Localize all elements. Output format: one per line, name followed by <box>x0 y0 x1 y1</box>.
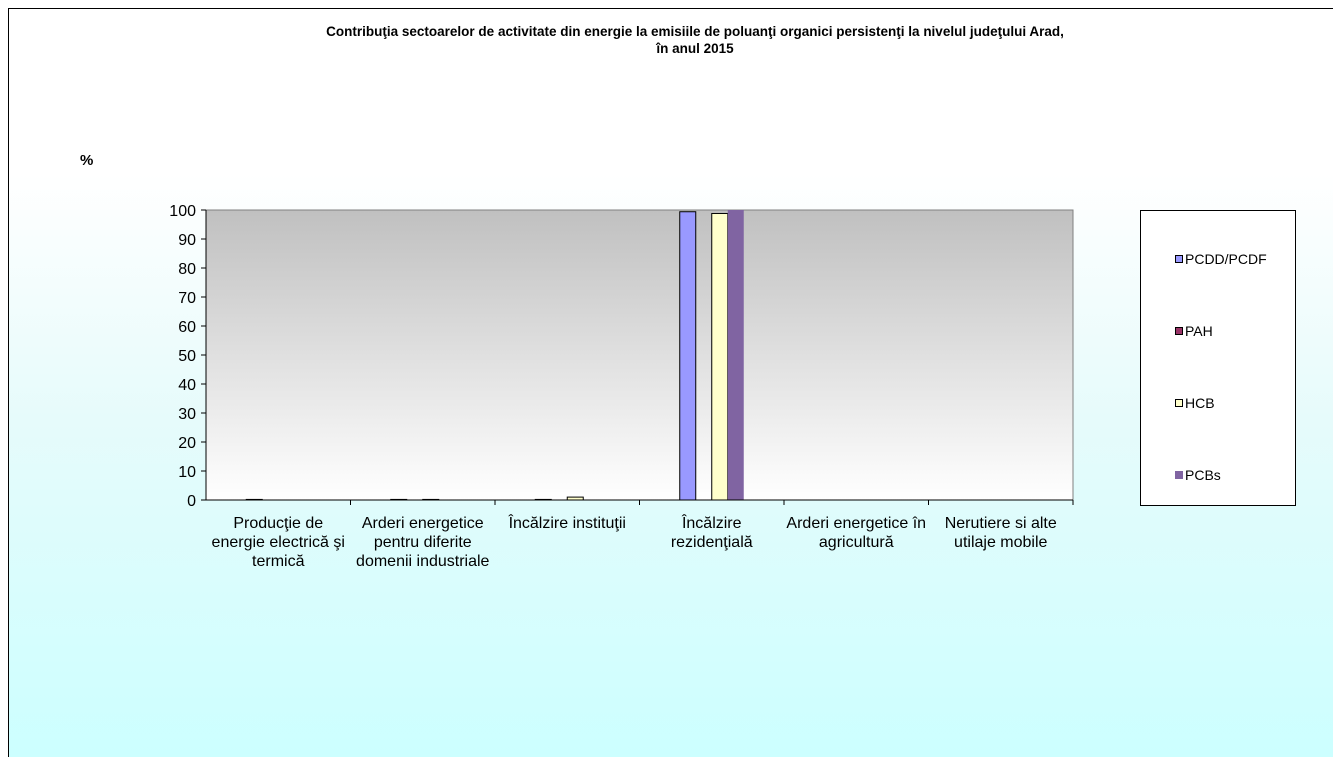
legend-label: PAH <box>1185 323 1213 339</box>
y-tick-label: 60 <box>178 319 196 336</box>
bar-pcbs-3 <box>727 210 744 500</box>
chart-title: Contribuţia sectoarelor de activitate di… <box>0 23 1333 57</box>
y-tick-label: 0 <box>187 493 196 510</box>
y-tick-label: 20 <box>178 435 196 452</box>
x-tick-label: Încălzire rezidenţială <box>670 515 753 551</box>
x-tick-label: Arderi energetice în agricultură <box>786 515 927 551</box>
legend-swatch <box>1175 327 1183 335</box>
y-tick-label: 30 <box>178 406 196 423</box>
x-tick-label: Încălzire instituţii <box>508 515 626 532</box>
legend-label: PCBs <box>1185 467 1221 483</box>
y-tick-label: 90 <box>178 232 196 249</box>
y-tick-label: 70 <box>178 290 196 307</box>
plot-area <box>205 209 1074 501</box>
legend-item: PCDD/PCDF <box>1175 251 1267 267</box>
chart-title-line-1: Contribuţia sectoarelor de activitate di… <box>326 24 1064 39</box>
y-tick-label: 100 <box>169 203 196 220</box>
y-tick-label: 10 <box>178 464 196 481</box>
legend-label: HCB <box>1185 395 1215 411</box>
x-tick-label: Arderi energetice pentru diferite domeni… <box>356 515 490 570</box>
legend-swatch <box>1175 471 1183 479</box>
y-tick-label: 40 <box>178 377 196 394</box>
legend-swatch <box>1175 399 1183 407</box>
legend-item: HCB <box>1175 395 1215 411</box>
y-tick-label: 80 <box>178 261 196 278</box>
legend-item: PAH <box>1175 323 1213 339</box>
legend: PCDD/PCDF PAH HCB PCBs <box>1140 210 1296 506</box>
y-axis-label: % <box>80 152 94 169</box>
axes-layer: 0 10 20 30 40 50 60 70 80 90 100 <box>169 203 1074 510</box>
bar-hcb-3 <box>711 212 729 501</box>
x-tick-label: Producţie de energie electrică şi termic… <box>211 515 345 570</box>
legend-label: PCDD/PCDF <box>1185 251 1267 267</box>
bar-pcdd-pcdf-3 <box>679 211 697 501</box>
chart-title-line-2: în anul 2015 <box>656 41 734 56</box>
x-tick-label: Nerutiere si alte utilaje mobile <box>944 515 1057 551</box>
legend-swatch <box>1175 255 1183 263</box>
y-tick-label: 50 <box>178 348 196 365</box>
legend-item: PCBs <box>1175 467 1221 483</box>
